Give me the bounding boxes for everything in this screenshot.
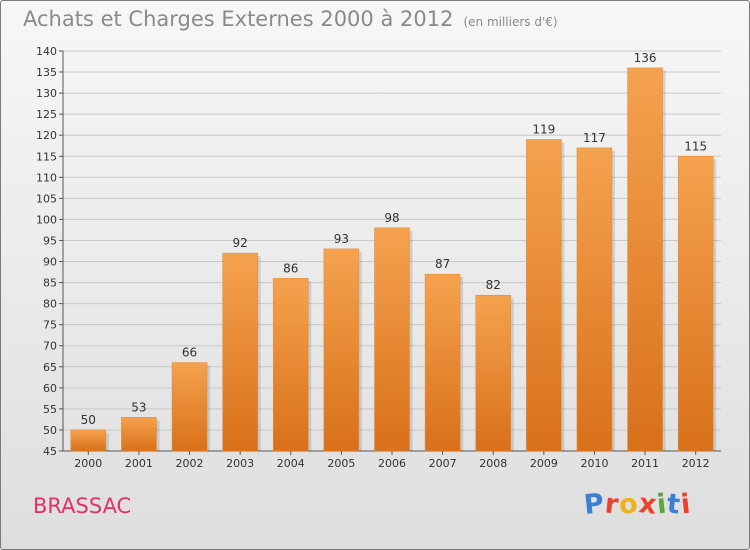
bar-2008 (475, 294, 511, 452)
value-label: 93 (334, 232, 349, 246)
y-tick-label: 60 (43, 382, 57, 395)
bar-2001 (121, 417, 157, 452)
y-tick-label: 85 (43, 277, 57, 290)
value-label: 119 (532, 122, 555, 136)
bar-2009 (526, 139, 562, 452)
x-tick-label: 2004 (277, 457, 305, 470)
y-tick-label: 135 (36, 66, 57, 79)
y-tick-label: 90 (43, 256, 57, 269)
y-tick-labels: 45 50 55 60 65 70 75 80 85 90 95 100 105 110 115 120 125… (36, 45, 57, 458)
chart-subtitle: (en milliers d'€) (463, 15, 558, 29)
value-label: 86 (283, 261, 298, 275)
y-tick-label: 45 (43, 445, 57, 458)
y-tick-label: 130 (36, 87, 57, 100)
x-tick-label: 2010 (580, 457, 608, 470)
value-label: 50 (81, 413, 96, 427)
x-tick-label: 2007 (429, 457, 457, 470)
x-tick-label: 2012 (682, 457, 710, 470)
value-label: 87 (435, 257, 450, 271)
y-tick-label: 95 (43, 234, 57, 247)
y-tick-label: 110 (36, 171, 57, 184)
y-tick-label: 120 (36, 129, 57, 142)
y-tick-label: 140 (36, 45, 57, 58)
x-tick-label: 2006 (378, 457, 406, 470)
y-tick-label: 80 (43, 298, 57, 311)
value-label: 82 (486, 278, 501, 292)
x-tick-labels: 2000 2001 2002 2003 2004 2005 2006 2007 2008 2009… (74, 457, 709, 470)
value-label: 98 (384, 211, 399, 225)
bar-2007 (424, 273, 461, 452)
bar-2005 (323, 248, 360, 452)
x-tick-label: 2003 (226, 457, 254, 470)
x-tick-label: 2008 (479, 457, 507, 470)
bar-2010 (576, 147, 613, 452)
value-labels: 50 53 66 92 86 93 98 87 82 119 117 136 115 (81, 51, 707, 427)
bar-2002 (171, 362, 208, 452)
x-tick-label: 2011 (631, 457, 659, 470)
bar-2012 (677, 156, 714, 452)
y-tick-label: 75 (43, 319, 57, 332)
bar-2006 (374, 227, 410, 452)
x-tick-label: 2005 (327, 457, 355, 470)
x-tick-label: 2001 (125, 457, 153, 470)
commune-name: BRASSAC (33, 494, 132, 518)
y-tick-label: 50 (43, 424, 57, 437)
bars (70, 67, 717, 452)
value-label: 117 (583, 131, 606, 145)
bar-2003 (222, 252, 258, 452)
bar-2000 (70, 429, 107, 452)
chart-title: Achats et Charges Externes 2000 à 2012 (e… (23, 7, 558, 31)
y-tick-label: 65 (43, 361, 57, 374)
value-label: 66 (182, 346, 197, 360)
x-tick-label: 2000 (74, 457, 102, 470)
x-tick-label: 2002 (176, 457, 204, 470)
y-tick-label: 70 (43, 340, 57, 353)
y-tick-label: 125 (36, 108, 57, 121)
value-label: 53 (131, 400, 146, 414)
value-label: 115 (684, 139, 707, 153)
value-label: 92 (233, 236, 248, 250)
y-tick-label: 55 (43, 403, 57, 416)
logo-letter: i (679, 488, 694, 521)
value-label: 136 (634, 51, 657, 65)
x-tick-label: 2009 (530, 457, 558, 470)
y-tick-label: 100 (36, 213, 57, 226)
bar-2011 (627, 67, 663, 452)
y-tick-label: 115 (36, 150, 57, 163)
chart-title-text: Achats et Charges Externes 2000 à 2012 (23, 7, 454, 31)
bar-2004 (273, 278, 309, 452)
proxiti-logo: Proxiti (582, 488, 694, 521)
y-tick-label: 105 (36, 192, 57, 205)
